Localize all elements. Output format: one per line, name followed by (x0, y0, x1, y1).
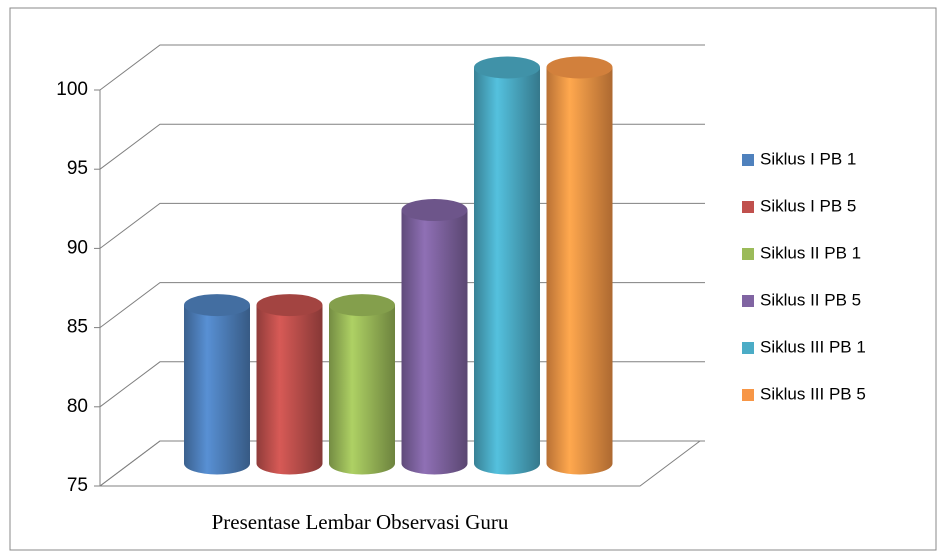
y-tick-label: 100 (56, 79, 88, 100)
y-tick-label: 85 (67, 317, 88, 338)
legend-label: Siklus III PB 1 (760, 337, 866, 356)
bar-top (184, 294, 250, 317)
chart-border (9, 7, 937, 551)
bar (401, 210, 468, 464)
legend-label: Siklus I PB 5 (760, 196, 856, 215)
bar (184, 305, 250, 464)
legend-label: Siklus II PB 1 (760, 243, 861, 262)
legend-label: Siklus II PB 5 (760, 290, 861, 309)
legend-swatch (742, 342, 754, 354)
bar-top (546, 56, 613, 79)
bar-top (256, 294, 323, 317)
bar (546, 67, 613, 464)
grid-line (99, 44, 705, 91)
y-tick-label: 90 (67, 237, 88, 258)
bar (256, 305, 323, 464)
bar (329, 305, 395, 464)
legend-swatch (742, 389, 754, 401)
legend-swatch (742, 248, 754, 260)
bar (474, 67, 540, 464)
legend-swatch (742, 295, 754, 307)
y-tick-label: 80 (67, 396, 88, 417)
bar-top (474, 56, 540, 79)
bar-top (401, 199, 468, 222)
y-tick-label: 95 (67, 158, 88, 179)
y-tick-label: 75 (67, 475, 88, 496)
legend-label: Siklus I PB 1 (760, 149, 856, 168)
legend-label: Siklus III PB 5 (760, 384, 866, 403)
legend-swatch (742, 154, 754, 166)
bar-top (329, 294, 395, 317)
x-tick-label: Presentase Lembar Observasi Guru (212, 510, 509, 534)
legend-swatch (742, 201, 754, 213)
